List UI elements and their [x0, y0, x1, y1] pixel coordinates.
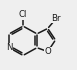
Text: O: O: [44, 47, 51, 56]
Text: Br: Br: [51, 14, 61, 23]
Text: N: N: [6, 43, 12, 52]
Text: Cl: Cl: [19, 10, 27, 19]
